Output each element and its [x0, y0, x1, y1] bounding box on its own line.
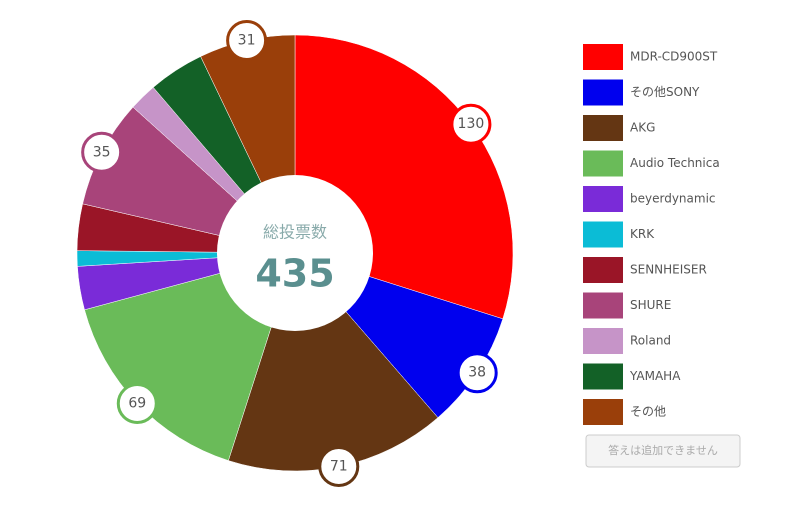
legend-swatch [583, 399, 623, 425]
data-label-bubble [116, 382, 158, 424]
legend-label: KRK [630, 227, 655, 241]
button[interactable]: 答えは追加できません [585, 434, 741, 468]
legend-label: SENNHEISER [630, 263, 707, 277]
data-label-bubble [226, 19, 268, 61]
legend-swatch [583, 363, 623, 390]
center-hole [217, 175, 373, 331]
center-total: 435 [255, 252, 334, 296]
data-label-bubble [450, 103, 492, 145]
legend-swatch [583, 328, 623, 354]
legend-swatch [583, 186, 623, 212]
data-label: 71 [330, 459, 348, 475]
button-label[interactable]: 答えは追加できません [608, 443, 718, 457]
center-label: 総投票数 [263, 223, 327, 242]
data-label: 31 [238, 32, 256, 48]
legend-swatch [583, 292, 623, 319]
legend-swatch [583, 150, 623, 177]
data-label: 35 [93, 144, 111, 160]
legend-label: YAMAHA [629, 369, 681, 383]
legend-swatch [583, 44, 623, 70]
legend-swatch [583, 79, 623, 106]
legend-label: その他SONY [630, 85, 700, 99]
button-box[interactable] [585, 434, 741, 468]
data-label: 130 [458, 116, 485, 132]
data-label-bubble [318, 446, 360, 488]
legend-label: Audio Technica [630, 156, 720, 170]
legend-label: その他 [630, 405, 666, 419]
legend-label: beyerdynamic [630, 192, 716, 206]
data-label: 69 [128, 395, 146, 411]
data-label: 38 [468, 365, 486, 381]
data-label-bubble [81, 131, 123, 173]
legend-swatch [583, 115, 623, 141]
legend-label: SHURE [630, 298, 671, 312]
legend-label: AKG [630, 121, 655, 135]
legend-swatch [583, 221, 623, 248]
legend-label: Roland [630, 334, 671, 348]
legend-label: MDR-CD900ST [630, 50, 718, 64]
data-label-bubble [456, 352, 498, 394]
legend-swatch [583, 257, 623, 283]
